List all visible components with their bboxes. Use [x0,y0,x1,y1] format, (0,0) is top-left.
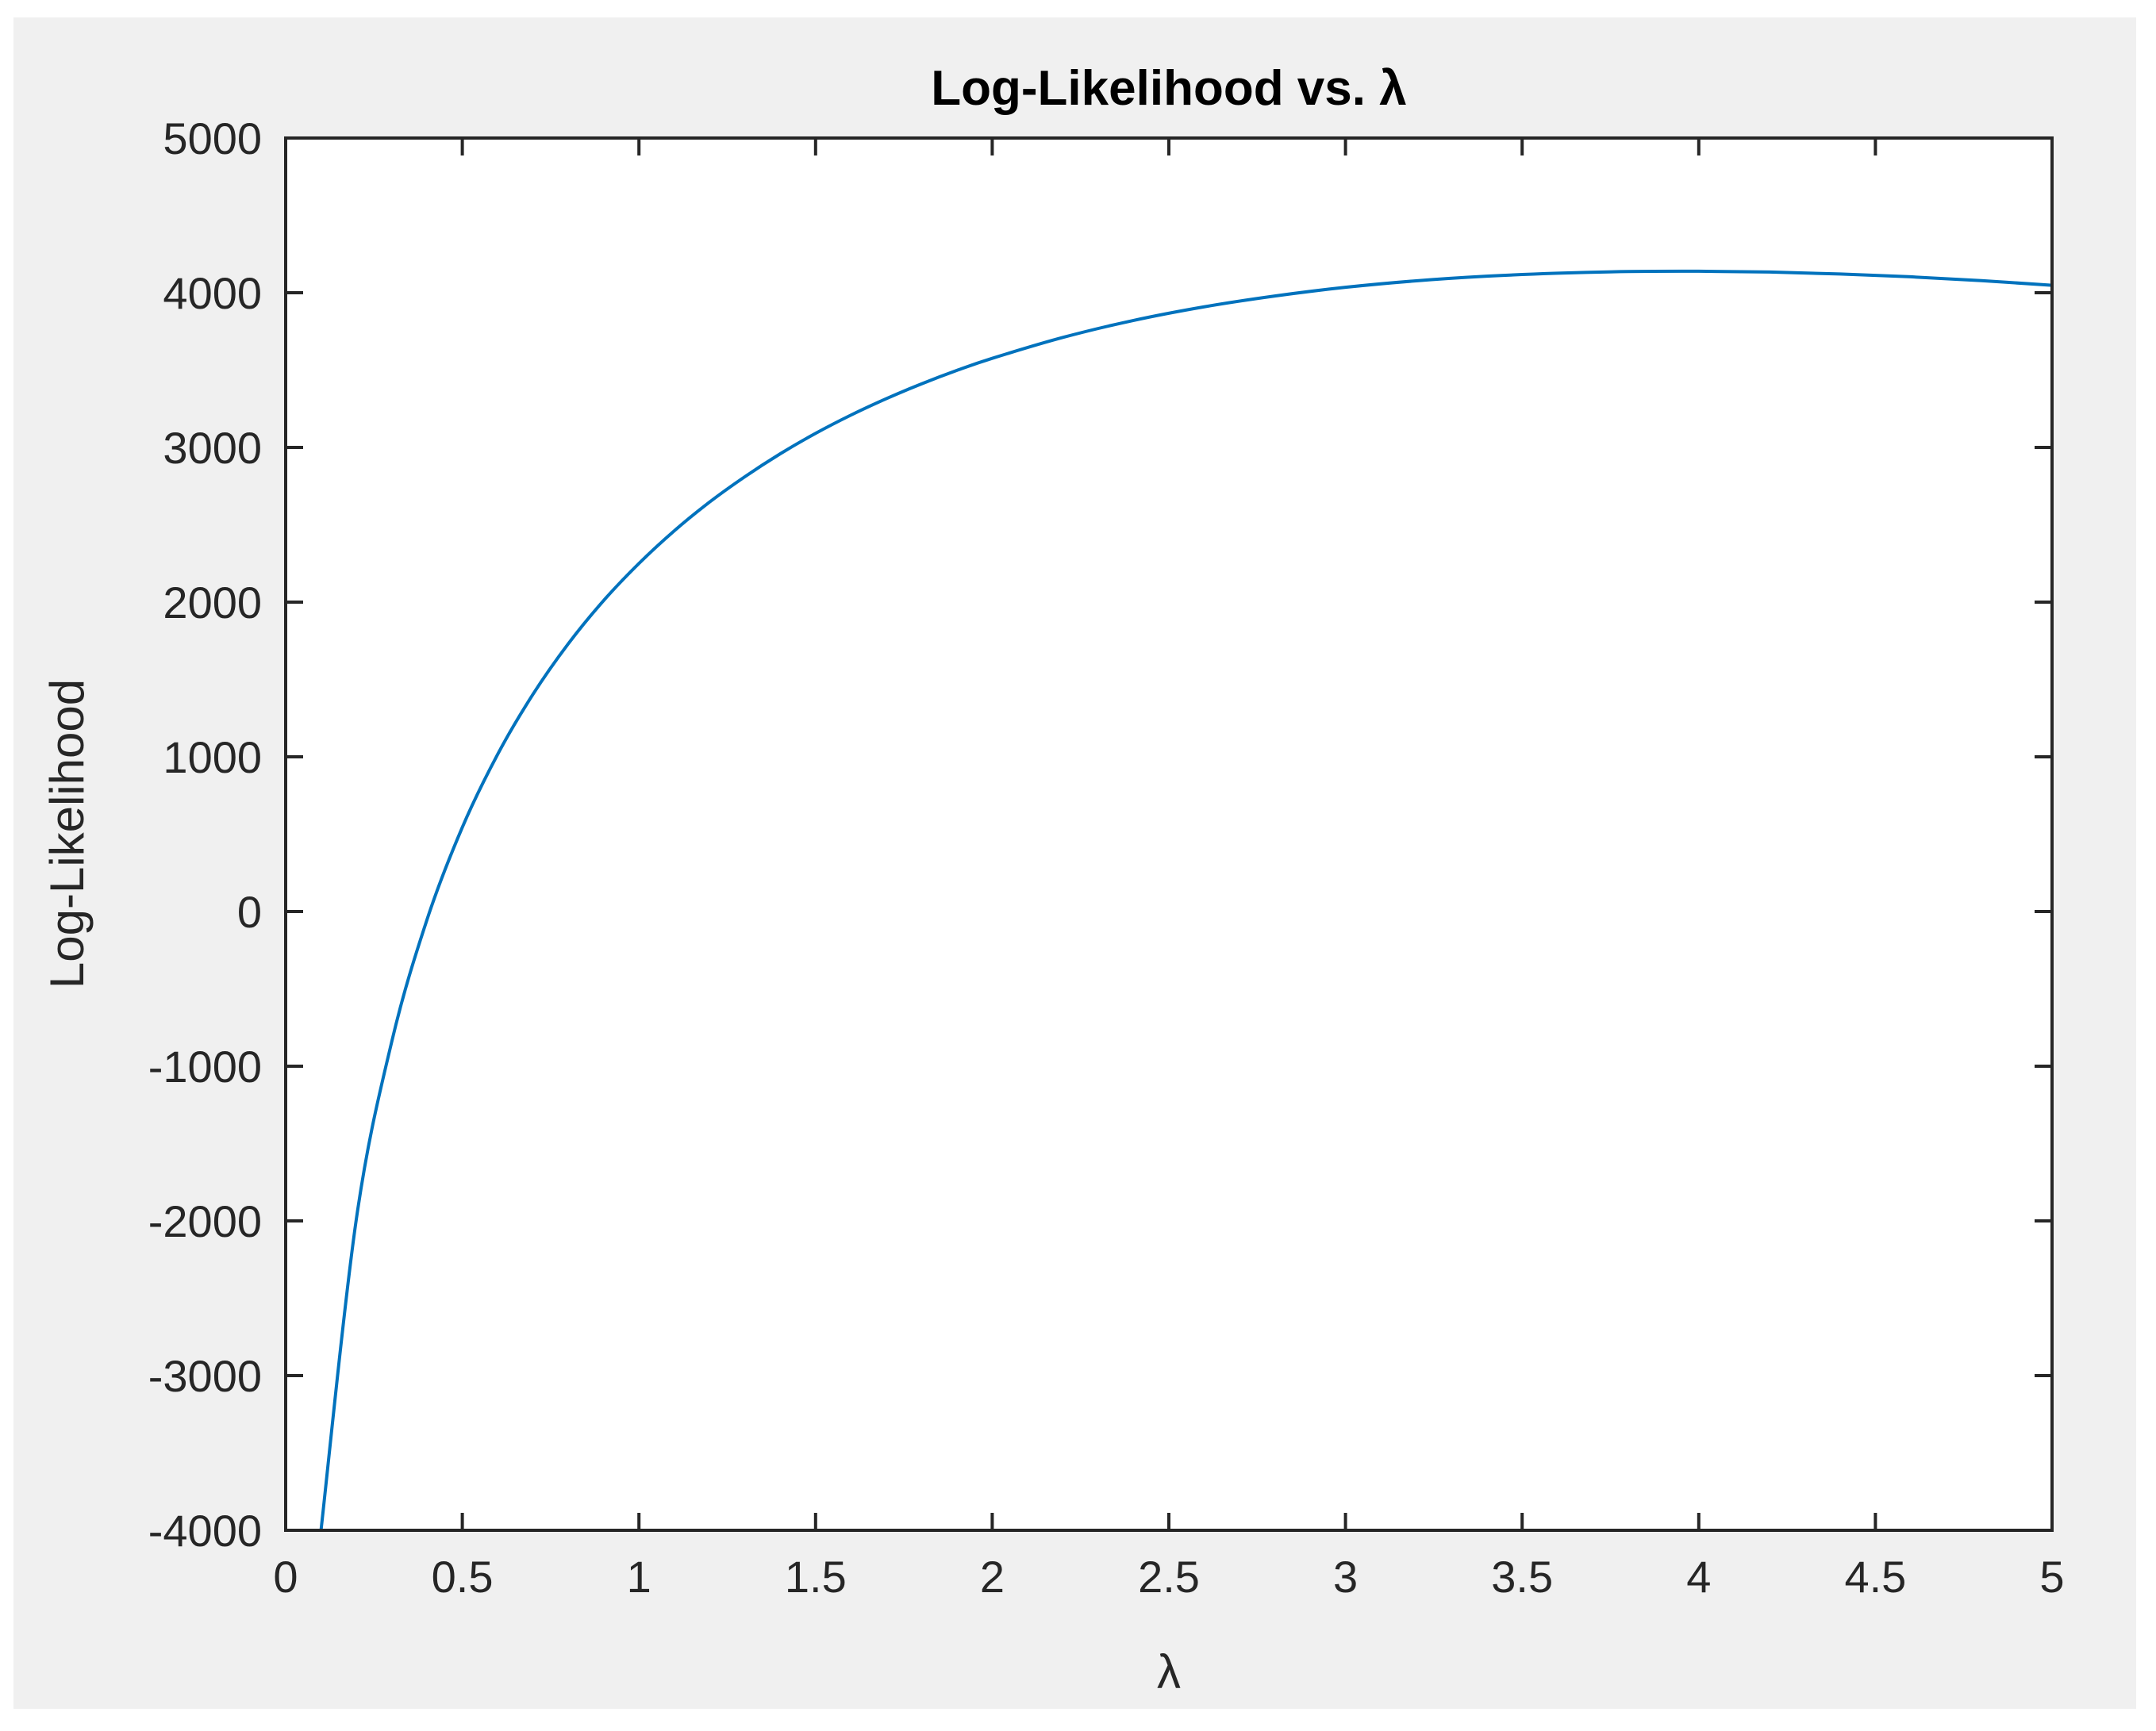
x-tick-label: 4 [1686,1552,1711,1602]
log-likelihood-line [319,269,2053,1531]
y-tick-label: 1000 [163,732,262,782]
y-tick-label: 2000 [163,578,262,628]
x-tick-label: 2.5 [1138,1552,1200,1602]
x-tick-label: 1.5 [785,1552,847,1602]
series-group [319,269,2053,1531]
y-tick-label: -4000 [148,1506,262,1556]
y-tick-label: 3000 [163,423,262,473]
y-tick-label: -2000 [148,1196,262,1246]
y-tick-label: -3000 [148,1351,262,1401]
y-tick-label: 4000 [163,268,262,318]
x-tick-label: 0 [273,1552,298,1602]
x-tick-label: 3.5 [1491,1552,1553,1602]
x-tick-label: 2 [980,1552,1005,1602]
x-tick-label: 0.5 [432,1552,494,1602]
y-tick-label: 5000 [163,113,262,163]
x-tick-label: 1 [627,1552,651,1602]
axes-background [286,138,2052,1530]
ticks: 0 0.5 1 1.5 2 2.5 3 3.5 4 4.5 5 -4000 -3000 -2000 -100… [148,113,2065,1602]
y-tick-label: 0 [237,887,262,937]
x-tick-label: 3 [1333,1552,1358,1602]
axes-box [284,136,2054,1532]
chart-title: Log-Likelihood vs. λ [931,61,1406,116]
x-axis-label: λ [1157,1645,1181,1698]
x-tick-label: 5 [2039,1552,2064,1602]
y-tick-label: -1000 [148,1042,262,1092]
y-axis-label: Log-Likelihood [40,679,94,988]
x-tick-label: 4.5 [1844,1552,1906,1602]
